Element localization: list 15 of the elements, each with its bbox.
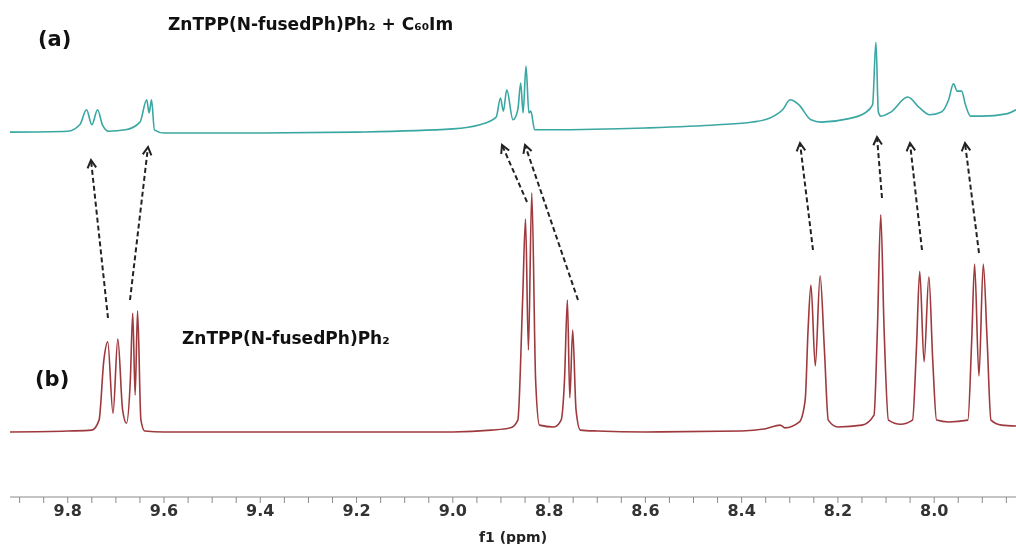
- annotation: (a): [38, 27, 72, 51]
- x-tick-label: 9.8: [53, 501, 82, 521]
- x-tick-label: 8.0: [920, 501, 949, 521]
- chart-title: ZnTPP(N-fusedPh)Ph₂ + C₆₀Im: [168, 14, 454, 34]
- annotation: (b): [35, 367, 70, 391]
- x-axis-title: f1 (ppm): [478, 529, 548, 544]
- x-tick-label: 9.0: [438, 501, 467, 521]
- annotation: ZnTPP(N-fusedPh)Ph₂: [182, 328, 390, 348]
- x-tick-label: 8.6: [631, 501, 660, 521]
- x-tick-label: 9.2: [342, 501, 371, 521]
- x-tick-label: 9.4: [246, 501, 275, 521]
- x-tick-label: 9.6: [149, 501, 179, 521]
- x-tick-label: 8.4: [727, 501, 756, 521]
- x-tick-label: 8.8: [534, 501, 564, 521]
- x-tick-label: 8.2: [823, 501, 853, 521]
